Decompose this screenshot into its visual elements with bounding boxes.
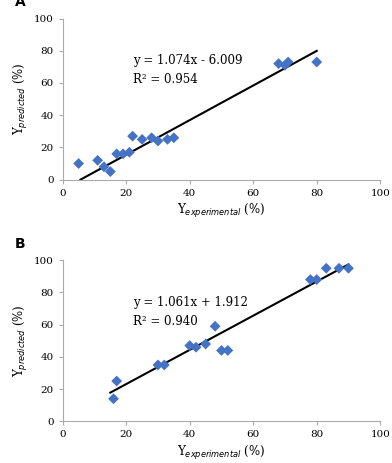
Point [75,160,82,167]
Point [202,340,209,348]
Point [212,323,218,330]
Point [171,134,177,142]
Point [282,62,288,69]
Point [323,264,329,272]
Point [111,395,117,402]
X-axis label: Y$_{experimental}$ (%): Y$_{experimental}$ (%) [177,202,266,220]
Point [285,58,291,66]
Point [218,347,225,354]
Text: y = 1.074x - 6.009
R² = 0.954: y = 1.074x - 6.009 R² = 0.954 [132,54,242,86]
Point [225,347,231,354]
Point [155,361,161,369]
Y-axis label: Y$_{predicted}$ (%): Y$_{predicted}$ (%) [12,63,30,136]
Point [193,344,199,351]
Point [345,264,352,272]
Point [307,276,314,283]
Point [314,276,320,283]
Point [120,150,126,157]
Text: A: A [15,0,26,9]
Text: B: B [15,237,26,250]
Y-axis label: Y$_{predicted}$ (%): Y$_{predicted}$ (%) [12,304,30,377]
Point [336,264,342,272]
Point [149,134,155,142]
X-axis label: Y$_{experimental}$ (%): Y$_{experimental}$ (%) [177,444,266,462]
Point [164,136,171,143]
Point [161,361,167,369]
Point [107,168,114,175]
Point [129,132,136,140]
Point [94,156,101,164]
Point [155,137,161,144]
Text: y = 1.061x + 1.912
R² = 0.940: y = 1.061x + 1.912 R² = 0.940 [132,296,247,328]
Point [314,58,320,66]
Point [276,60,282,67]
Point [187,342,193,349]
Point [114,377,120,385]
Point [101,163,107,170]
Point [114,150,120,157]
Point [139,136,145,143]
Point [126,149,132,156]
